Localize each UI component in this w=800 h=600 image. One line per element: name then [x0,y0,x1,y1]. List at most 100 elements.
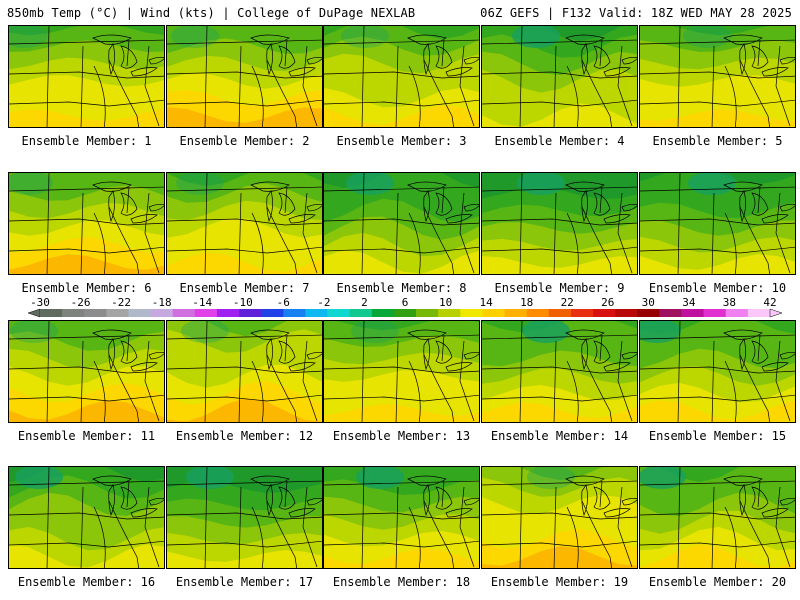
colorbar-swatch [62,309,85,317]
colorbar-swatch [106,309,129,317]
state-borders [9,173,164,274]
colorbar-tick-label: -30 [30,296,50,309]
member-label: Ensemble Member: 11 [17,429,156,443]
colorbar-tick-label: -2 [317,296,330,309]
state-borders [324,321,479,422]
colorbar-tick-label: -10 [233,296,253,309]
member-map-panel [639,172,796,275]
colorbar-tick-label: 34 [682,296,696,309]
colorbar-tick-label: 22 [561,296,574,309]
state-borders [324,173,479,274]
colorbar-tick-label: -22 [111,296,131,309]
member-map-panel [639,320,796,423]
member-map-panel [481,25,638,128]
colorbar-tick-label: 30 [642,296,655,309]
colorbar-swatch [681,309,704,317]
colorbar-swatch [305,309,328,317]
state-borders [324,26,479,127]
temperature-band [482,402,637,422]
colorbar-swatch [593,309,616,317]
member-map-panel [8,172,165,275]
colorbar-swatch [504,309,527,317]
temperature-field-map [482,467,637,568]
temperature-field-map [640,173,795,274]
colorbar-swatch [659,309,682,317]
colorbar-tick-label: 38 [723,296,736,309]
colorbar-tick-label: 6 [402,296,409,309]
temperature-colorbar: -30 -26 -22 -18 -14 -10 -6 -2 2 6 10 14 18 22 26 30 34 38… [27,296,783,318]
member-map-panel [323,25,480,128]
temperature-band [640,544,795,568]
temperature-band [482,256,637,274]
colorbar-swatch [239,309,262,317]
cold-pocket [640,467,686,489]
colorbar-swatch [438,309,461,317]
colorbar-swatch [84,309,107,317]
cold-pocket [15,467,63,489]
member-label: Ensemble Member: 17 [175,575,314,589]
colorbar-min-arrow [27,308,41,318]
state-borders [482,321,637,422]
member-map-panel [323,172,480,275]
colorbar-swatch [615,309,638,317]
member-label: Ensemble Member: 3 [336,134,467,148]
state-borders [167,321,322,422]
temperature-band [9,400,164,422]
model-run-info: 06Z GEFS | F132 Valid: 18Z WED MAY 28 20… [480,6,792,20]
colorbar-swatch [40,309,63,317]
member-map-panel [481,320,638,423]
temperature-band [324,404,479,422]
colorbar-swatch [416,309,439,317]
state-borders [167,467,322,568]
temperature-field-map [9,173,164,274]
temperature-band [482,103,637,127]
colorbar-tick-label: -18 [152,296,172,309]
member-map-panel [323,466,480,569]
temperature-band [482,546,637,568]
colorbar-swatch [327,309,350,317]
member-label: Ensemble Member: 2 [179,134,310,148]
state-borders [482,26,637,127]
temperature-field-map [324,321,479,422]
state-borders [9,321,164,422]
colorbar-swatch [570,309,594,317]
colorbar-swatch [128,309,151,317]
state-borders [9,467,164,568]
colorbar-swatch [747,309,771,317]
state-borders [167,26,322,127]
colorbar-swatch [548,309,572,317]
temperature-band [640,109,795,127]
temperature-field-map [482,26,637,127]
cold-pocket [10,321,58,343]
member-label: Ensemble Member: 15 [648,429,787,443]
state-borders [482,173,637,274]
colorbar-tick-label: 14 [479,296,493,309]
temperature-band [9,109,164,127]
temperature-band [324,250,479,274]
colorbar-swatch [371,309,395,317]
member-map-panel [166,320,323,423]
temperature-field-map [167,321,322,422]
member-label: Ensemble Member: 12 [175,429,314,443]
member-label: Ensemble Member: 18 [332,575,471,589]
member-map-panel [323,320,480,423]
cold-pocket [640,321,681,343]
temperature-field-map [640,467,795,568]
colorbar-swatch [283,309,306,317]
member-map-panel [166,466,323,569]
colorbar-tick-label: -14 [192,296,212,309]
member-label: Ensemble Member: 6 [21,281,152,295]
colorbar-max-arrow [769,308,783,318]
temperature-band [167,550,322,568]
state-borders [640,26,795,127]
cold-pocket [9,173,53,195]
member-label: Ensemble Member: 13 [332,429,471,443]
member-map-panel [481,466,638,569]
map-title: 850mb Temp (°C) | Wind (kts) | College o… [7,6,416,20]
colorbar-swatch [150,309,174,317]
state-borders [9,26,164,127]
member-label: Ensemble Member: 4 [494,134,625,148]
member-map-panel [166,25,323,128]
temperature-field-map [324,173,479,274]
cold-pocket [176,173,224,195]
